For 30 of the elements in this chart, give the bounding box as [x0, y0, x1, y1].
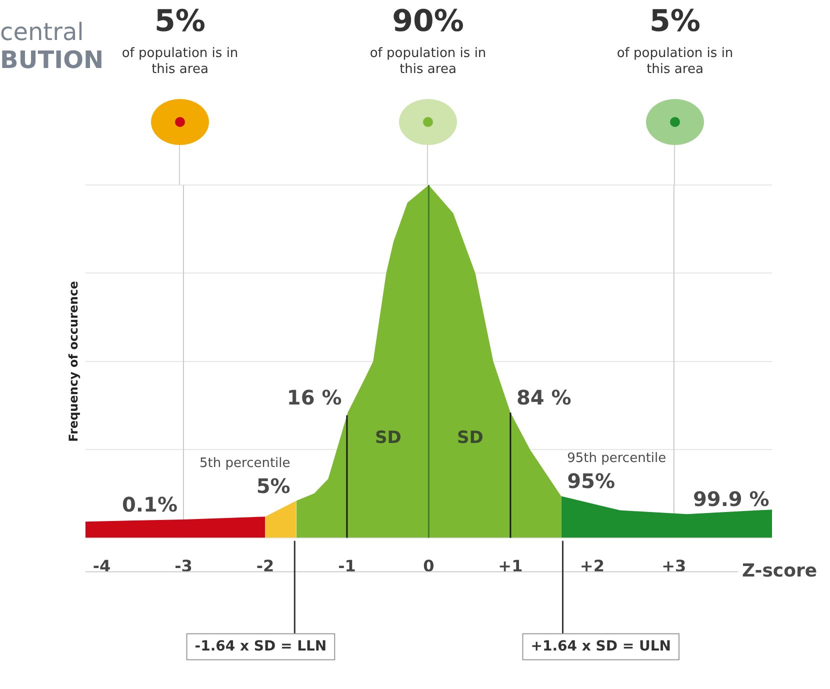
- ref-line-label: +1.64 x SD = ULN: [530, 638, 671, 654]
- x-tick-label: +3: [662, 556, 686, 576]
- annotation: SD: [457, 428, 484, 448]
- annotation: 95%: [567, 469, 615, 494]
- x-tick-label: +1: [498, 556, 523, 576]
- annotation: 16 %: [286, 386, 342, 410]
- text: 5%: [154, 4, 206, 39]
- x-tick-label: -3: [174, 556, 192, 576]
- text: 5%: [648, 4, 702, 39]
- text: of population is in this area: [120, 46, 240, 78]
- y-axis-title: Frequency of occurence: [66, 280, 80, 442]
- annotation: 5th percentile: [200, 456, 290, 471]
- text: of population is in this area: [368, 46, 488, 78]
- annotation: 84 %: [516, 386, 572, 410]
- x-tick-label: -1: [338, 556, 356, 576]
- x-axis-title: Z-score: [742, 560, 818, 582]
- annotation: 99.9 %: [692, 487, 770, 512]
- x-tick-label: -2: [256, 556, 274, 576]
- x-tick-label: 0: [423, 556, 434, 576]
- x-tick-label: -4: [92, 556, 111, 576]
- text: BUTION: [0, 46, 104, 74]
- x-tick-label: +2: [580, 556, 604, 576]
- annotation: SD: [375, 428, 402, 448]
- annotation: 5%: [256, 474, 290, 498]
- ref-line-label: -1.64 x SD = LLN: [194, 638, 327, 654]
- annotation: 95th percentile: [567, 451, 666, 466]
- annotation: 0.1%: [122, 492, 178, 516]
- text: 90%: [391, 4, 465, 39]
- text: central: [0, 18, 84, 46]
- text: of population is in this area: [616, 46, 734, 78]
